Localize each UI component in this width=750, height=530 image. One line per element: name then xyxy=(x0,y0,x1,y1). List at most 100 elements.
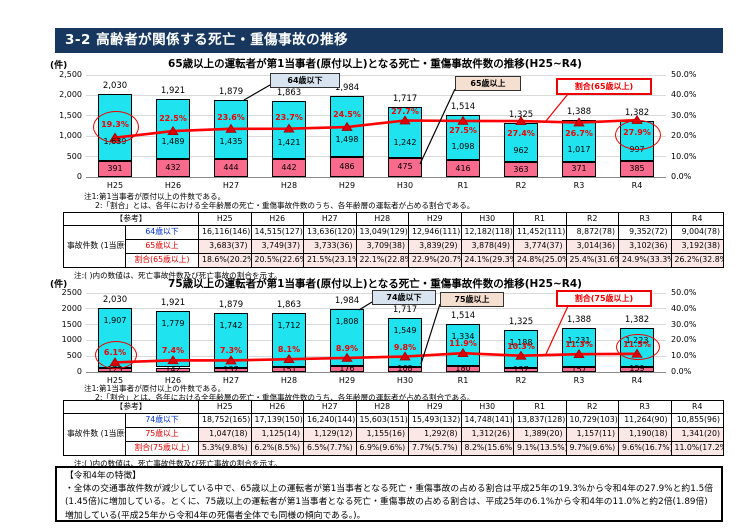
category-label: H26 xyxy=(164,181,182,190)
bar-value-label: 962 xyxy=(513,146,529,156)
year-column-header: H27 xyxy=(303,400,357,414)
row-label: 割合(75歳以上) xyxy=(125,441,199,456)
gridline xyxy=(86,371,666,373)
y2-axis-tick: 30.0% xyxy=(671,110,697,120)
chart2-note-1: 注1:第1当事者が原付以上の件数である。 xyxy=(84,384,226,393)
value-cell: 1,389(20) xyxy=(513,427,567,442)
bar-pct-label: 8.9% xyxy=(335,343,359,353)
bar-segment-over-age xyxy=(620,161,654,177)
y2-axis-tick: 40.0% xyxy=(671,90,697,100)
bar-pct-label: 27.5% xyxy=(449,126,477,135)
value-cell: 1,341(20) xyxy=(670,427,724,442)
bar-value-label: 1,712 xyxy=(277,321,301,331)
bar-total-label: 1,382 xyxy=(624,107,650,118)
year-column-header: R3 xyxy=(618,400,672,414)
bar-value-label: 444 xyxy=(223,162,239,172)
chart1-note-1: 注1:第1当事者が原付以上の件数である。 xyxy=(84,192,226,201)
value-cell: 1,292(8) xyxy=(408,427,462,442)
row-group-label: 事故件数 (1当原付以上) xyxy=(63,413,126,456)
value-cell: 13,049(129) xyxy=(355,225,409,240)
y-axis-tick: 1500 xyxy=(61,319,82,329)
bar-total-label: 2,030 xyxy=(102,294,128,305)
bar-segment-over-age xyxy=(446,160,480,177)
bar-total-label: 1,921 xyxy=(160,298,186,309)
bar-total-label: 1,388 xyxy=(566,107,592,118)
value-cell: 3,774(37) xyxy=(513,239,567,254)
y-axis-tick: 2000 xyxy=(61,303,82,313)
legend-callout-rate: 割合(65歳以上) xyxy=(556,78,652,95)
year-column-header: R1 xyxy=(513,400,567,414)
value-cell: 25.4%(31.6%) xyxy=(565,253,619,268)
value-cell: 6.5%(7.7%) xyxy=(303,441,357,456)
value-cell: 13,837(128) xyxy=(513,413,567,428)
value-cell: 14,515(127) xyxy=(250,225,304,240)
bar-segment-over-age xyxy=(620,366,654,372)
value-cell: 5.3%(9.8%) xyxy=(198,441,252,456)
y-axis-tick: 500 xyxy=(66,151,82,161)
gridline xyxy=(86,94,666,96)
value-cell: 9.7%(9.6%) xyxy=(565,441,619,456)
bar-value-label: 475 xyxy=(397,162,413,172)
category-label: R1 xyxy=(457,181,469,190)
chart1-note-2: 2:「割合」とは、各年における全年齢層の死亡・重傷事故件数のうち、各年齢層の運転… xyxy=(95,201,475,210)
legend-callout-rate: 割合(75歳以上) xyxy=(556,290,652,307)
legend-callout-high: 75歳以上 xyxy=(440,292,504,307)
value-cell: 24.9%(33.3%) xyxy=(618,253,672,268)
bar-value-label: 137 xyxy=(223,364,239,374)
bar-value-label: 1,549 xyxy=(393,325,417,335)
value-cell: 13,636(120) xyxy=(303,225,357,240)
value-cell: 3,014(36) xyxy=(565,239,619,254)
value-cell: 15,603(151) xyxy=(355,413,409,428)
bar-value-label: 363 xyxy=(513,164,529,174)
bar-segment-over-age xyxy=(388,366,422,372)
value-cell: 3,683(37) xyxy=(198,239,252,254)
bar-value-label: 1,907 xyxy=(103,315,127,325)
y-axis-tick: 2500 xyxy=(61,288,82,297)
year-column-header: R2 xyxy=(565,212,619,226)
bar-total-label: 1,863 xyxy=(276,300,302,311)
year-column-header: R1 xyxy=(513,212,567,226)
bar-pct-label: 9.8% xyxy=(393,342,417,352)
chart1-unit-label: (件) xyxy=(50,61,68,71)
bar-value-label: 371 xyxy=(571,164,587,174)
highlight-ellipse xyxy=(616,333,660,360)
value-cell: 1,047(18) xyxy=(198,427,252,442)
bar-value-label: 157 xyxy=(571,364,587,374)
bar-value-label: 391 xyxy=(107,164,123,174)
year-column-header: H28 xyxy=(355,212,409,226)
y2-axis-tick: 0.0% xyxy=(671,367,692,376)
bar-pct-label: 27.7% xyxy=(391,107,419,116)
y2-axis-tick: 20.0% xyxy=(671,335,697,345)
page-title: 3-2 高齢者が関係する死亡・重傷事故の推移 xyxy=(55,28,723,53)
bar-value-label: 176 xyxy=(339,364,355,374)
value-cell: 10,729(103) xyxy=(565,413,619,428)
feature-box: 【令和4年の特徴】 ・全体の交通事故件数が減少している中で、65歳以上の運転者が… xyxy=(55,466,723,522)
value-cell: 12,946(111) xyxy=(408,225,462,240)
category-label: R1 xyxy=(457,376,469,385)
bar-pct-label: 27.4% xyxy=(507,129,535,138)
gridline xyxy=(86,308,666,310)
value-cell: 14,748(141) xyxy=(460,413,514,428)
category-label: R4 xyxy=(631,376,643,385)
value-cell: 16,240(144) xyxy=(303,413,357,428)
bar-segment-over-age xyxy=(156,159,190,177)
category-label: H28 xyxy=(280,376,298,385)
gridline xyxy=(86,324,666,326)
value-cell: 3,733(36) xyxy=(303,239,357,254)
row-label: 割合(65歳以上) xyxy=(125,253,199,268)
value-cell: 3,709(38) xyxy=(355,239,409,254)
value-cell: 26.2%(32.8%) xyxy=(670,253,724,268)
category-label: H27 xyxy=(222,181,240,190)
value-cell: 15,493(132) xyxy=(408,413,462,428)
bar-segment-under-age xyxy=(214,100,248,159)
year-column-header: H28 xyxy=(355,400,409,414)
category-label: R2 xyxy=(515,181,527,190)
year-column-header: H29 xyxy=(408,400,462,414)
bar-pct-label: 11.9% xyxy=(449,339,477,349)
value-cell: 18.6%(20.2%) xyxy=(198,253,252,268)
bar-segment-over-age xyxy=(330,157,364,177)
bar-total-label: 1,325 xyxy=(508,109,534,120)
bar-segment-over-age xyxy=(504,162,538,177)
